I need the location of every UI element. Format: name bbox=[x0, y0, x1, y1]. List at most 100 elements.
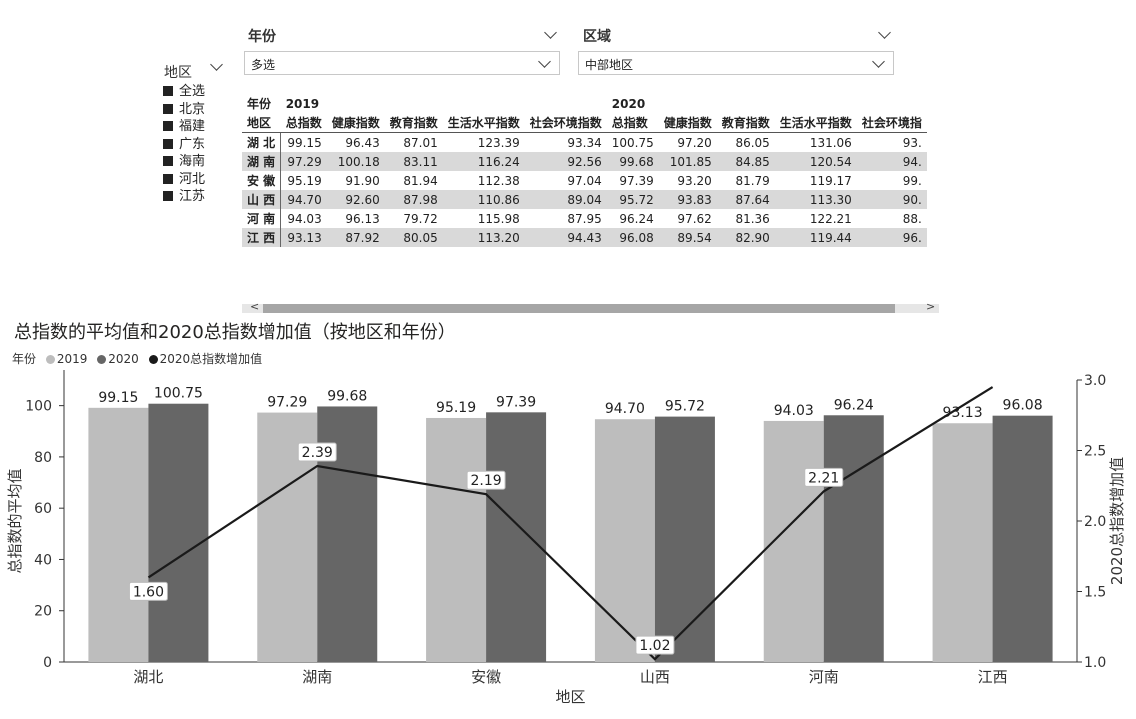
table-cell: 97.62 bbox=[677, 211, 712, 226]
bar-2020 bbox=[148, 403, 209, 662]
table-cell: 100.75 bbox=[611, 135, 654, 150]
table-cell: 113.20 bbox=[442, 228, 525, 247]
table-cell: 94. bbox=[856, 152, 927, 171]
x-tick-label: 安徽 bbox=[471, 668, 501, 686]
checkbox-icon bbox=[163, 86, 173, 96]
y2-axis-title: 2020总指数增加值 bbox=[1108, 457, 1126, 585]
scroll-left-button[interactable]: < bbox=[250, 300, 260, 313]
y-tick-label: 100 bbox=[25, 399, 52, 415]
slicer-item[interactable]: 广东 bbox=[163, 136, 205, 153]
table-cell: 87.98 bbox=[384, 190, 443, 209]
column-header: 社会环境指 bbox=[856, 113, 927, 133]
slicer-item-label: 江苏 bbox=[179, 189, 206, 204]
row-region-label: 江 西 bbox=[242, 228, 282, 247]
table-cell: 93.13 bbox=[280, 228, 327, 247]
slicer-item[interactable]: 北京 bbox=[163, 101, 205, 118]
slicer-item[interactable]: 全选 bbox=[163, 83, 205, 100]
bar-2020 bbox=[486, 412, 547, 662]
table-cell: 89.04 bbox=[524, 190, 607, 209]
bar-2020 bbox=[654, 416, 715, 662]
row-header-region: 地区 bbox=[242, 113, 281, 133]
scrollbar-thumb[interactable] bbox=[263, 304, 895, 313]
year-dropdown-value: 多选 bbox=[251, 58, 276, 72]
slicer-item-label: 广东 bbox=[179, 136, 206, 152]
table-row: 河 南 94.03 96.13 79.72 115.98 87.95 96.24 97.62 8… bbox=[242, 209, 927, 228]
slicer-item[interactable]: 福建 bbox=[163, 118, 205, 135]
row-region-label: 安 徽 bbox=[242, 171, 282, 190]
slicer-item[interactable]: 海南 bbox=[163, 153, 205, 170]
table-cell: 119.44 bbox=[774, 228, 857, 247]
year-header-2020: 2020 bbox=[611, 96, 646, 111]
region-dropdown-value: 中部地区 bbox=[585, 58, 634, 72]
line-data-label: 2.39 bbox=[302, 445, 333, 461]
region-dropdown[interactable]: 中部地区 bbox=[578, 51, 894, 75]
table-cell: 96.24 bbox=[619, 211, 654, 226]
table-cell: 112.38 bbox=[477, 173, 520, 188]
table-cell: 122.21 bbox=[809, 211, 852, 226]
y2-tick-label: 2.5 bbox=[1084, 444, 1106, 460]
slicer-item[interactable]: 河北 bbox=[163, 171, 205, 188]
year-dropdown[interactable]: 多选 bbox=[244, 51, 560, 75]
table-cell: 81.36 bbox=[735, 211, 770, 226]
checkbox-icon bbox=[163, 138, 173, 149]
table-cell: 87.01 bbox=[403, 135, 438, 150]
row-region-label: 河 南 bbox=[242, 209, 282, 228]
checkbox-icon bbox=[163, 156, 173, 166]
bar-2019 bbox=[594, 419, 655, 662]
column-header: 总指数 bbox=[280, 113, 327, 133]
table-cell: 110.86 bbox=[442, 190, 525, 209]
table-cell: 81.79 bbox=[735, 173, 770, 188]
slicer-item-label: 北京 bbox=[179, 101, 206, 117]
row-region-label: 湖 南 bbox=[242, 152, 282, 171]
table-cell: 89.54 bbox=[658, 228, 717, 247]
bar-2019 bbox=[932, 423, 993, 662]
bar-data-label: 95.72 bbox=[665, 399, 705, 415]
y-tick-label: 40 bbox=[34, 552, 52, 568]
table-cell: 87.64 bbox=[716, 190, 775, 209]
table-cell: 88. bbox=[902, 211, 922, 226]
table-cell: 96.08 bbox=[606, 228, 659, 247]
x-tick-label: 山西 bbox=[640, 668, 670, 686]
table-cell: 99. bbox=[902, 173, 922, 188]
column-header: 总指数 bbox=[606, 113, 659, 133]
bar-data-label: 93.13 bbox=[943, 405, 983, 421]
table-cell: 84.85 bbox=[716, 152, 775, 171]
x-tick-label: 湖北 bbox=[133, 668, 163, 686]
table-row: 湖 北 99.15 96.43 87.01 123.39 93.34 100.75 97.20… bbox=[242, 132, 927, 152]
table-row: 江 西 93.13 87.92 80.05 113.20 94.43 96.08 89.54 8… bbox=[242, 228, 927, 247]
line-data-label: 1.02 bbox=[639, 638, 670, 654]
slicer-item[interactable]: 江苏 bbox=[163, 188, 205, 205]
table-cell: 94.70 bbox=[280, 190, 327, 209]
table-row: 安 徽 95.19 91.90 81.94 112.38 97.04 97.39 93.20 8… bbox=[242, 171, 927, 190]
x-tick-label: 江西 bbox=[978, 668, 1008, 686]
x-tick-label: 河南 bbox=[809, 668, 839, 686]
scroll-right-button[interactable]: > bbox=[926, 300, 936, 313]
line-data-label-box bbox=[804, 467, 844, 487]
bar-2020 bbox=[992, 415, 1053, 662]
x-tick-label: 湖南 bbox=[302, 668, 332, 686]
table-cell: 86.05 bbox=[735, 135, 770, 150]
table-cell: 91.90 bbox=[345, 173, 380, 188]
line-data-label: 2.19 bbox=[470, 473, 501, 489]
table-cell: 80.05 bbox=[384, 228, 443, 247]
table-cell: 94.43 bbox=[524, 228, 607, 247]
table-row: 湖 南 97.29 100.18 83.11 116.24 92.56 99.68 101.8… bbox=[242, 152, 927, 171]
table-cell: 96.13 bbox=[345, 211, 380, 226]
legend-marker-increase bbox=[148, 355, 158, 364]
table-cell: 87.92 bbox=[326, 228, 385, 247]
legend-title: 年份 bbox=[12, 352, 37, 366]
bar-data-label: 94.03 bbox=[774, 403, 814, 419]
line-data-label: 1.60 bbox=[133, 584, 164, 600]
bar-2019 bbox=[426, 417, 487, 662]
table-cell: 92.60 bbox=[326, 190, 385, 209]
checkbox-icon bbox=[163, 121, 173, 131]
column-header: 社会环境指数 bbox=[524, 113, 607, 133]
bar-data-label: 100.75 bbox=[154, 386, 203, 402]
bar-data-label: 97.29 bbox=[267, 395, 307, 411]
table-cell: 87.95 bbox=[567, 211, 602, 226]
table-cell: 82.90 bbox=[716, 228, 775, 247]
line-data-label-box bbox=[466, 470, 506, 490]
legend-label-2019: 2019 bbox=[56, 352, 88, 366]
line-data-label-box bbox=[635, 635, 675, 655]
